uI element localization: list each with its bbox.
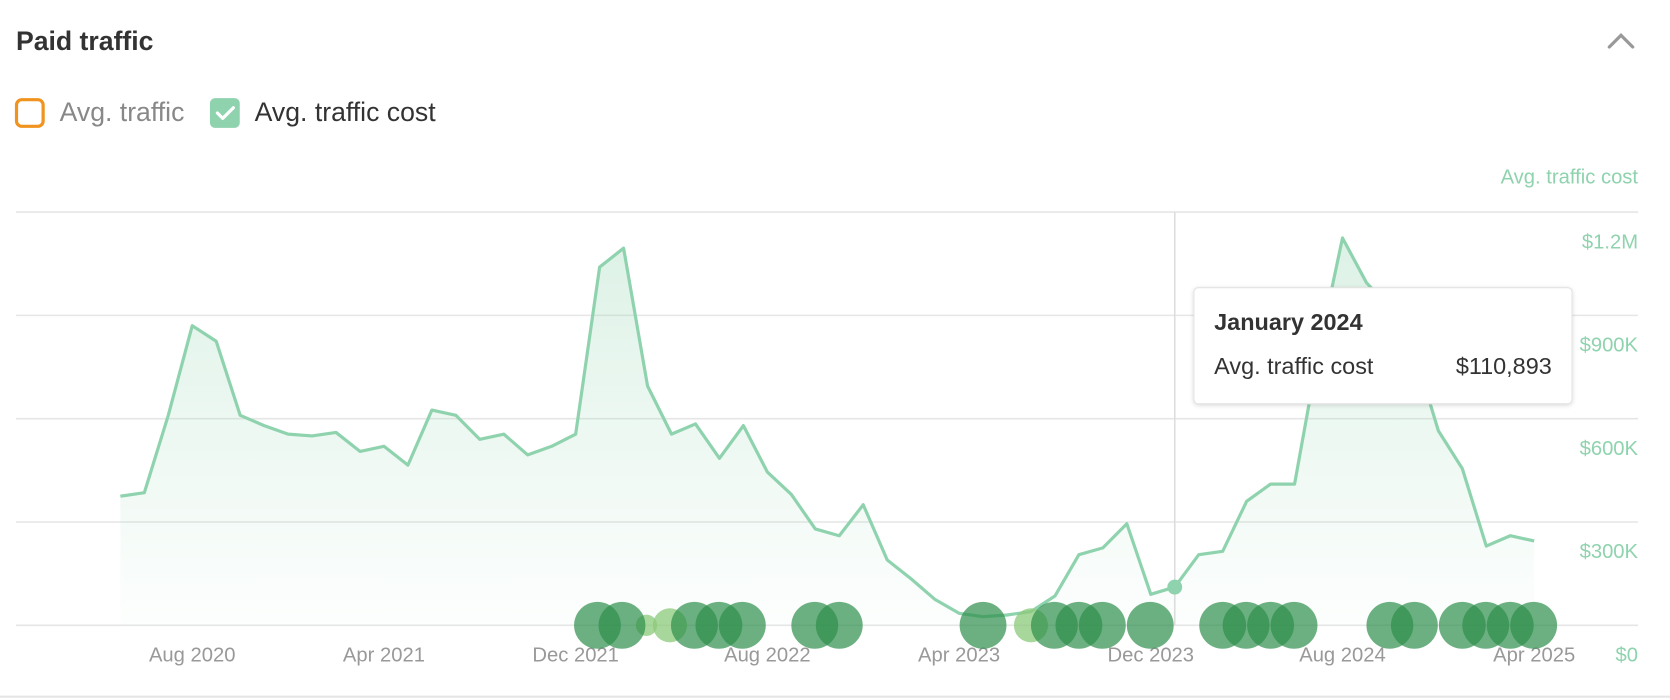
event-marker[interactable]	[1126, 601, 1174, 649]
checkbox[interactable]	[14, 98, 45, 128]
section-title: Paid traffic	[16, 26, 154, 56]
y-tick-label: $1.2M	[1582, 231, 1638, 253]
x-tick-label: Aug 2020	[149, 645, 236, 667]
event-marker[interactable]	[598, 601, 646, 649]
tooltip-value: $110,893	[1456, 353, 1552, 379]
y-tick-label: $900K	[1580, 335, 1639, 357]
checkmark	[215, 106, 235, 120]
y-tick-label: $600K	[1580, 438, 1639, 460]
chart: Avg. traffic cost $0 $300K $600K $900K $1.2M A…	[15, 166, 1639, 667]
x-tick-label: Apr 2023	[918, 645, 1000, 667]
tooltip-label: Avg. traffic cost	[1214, 353, 1374, 379]
legend: Avg. traffic Avg. traffic cost	[14, 97, 437, 128]
event-marker[interactable]	[1270, 601, 1318, 649]
event-marker[interactable]	[1390, 601, 1438, 649]
event-marker[interactable]	[815, 601, 863, 649]
event-marker[interactable]	[718, 601, 766, 649]
area	[120, 237, 1535, 626]
tooltip: January 2024 Avg. traffic cost $110,893	[1193, 287, 1573, 405]
line	[120, 236, 1535, 619]
legend-label: Avg. traffic	[60, 97, 185, 127]
legend-label: Avg. traffic cost	[255, 97, 437, 127]
legend-item[interactable]: Avg. traffic cost	[209, 97, 437, 128]
checkbox[interactable]	[209, 98, 240, 128]
x-tick-label: Dec 2023	[1108, 645, 1195, 667]
y-tick-label: $300K	[1580, 541, 1639, 563]
x-tick-label: Apr 2025	[1493, 645, 1575, 667]
x-tick-label: Aug 2022	[724, 645, 811, 667]
event-marker[interactable]	[1078, 601, 1126, 649]
x-tick-label: Dec 2021	[532, 645, 619, 667]
collapse-toggle[interactable]	[1607, 33, 1635, 49]
x-tick-label: Apr 2021	[343, 645, 425, 667]
y-axis-title: Avg. traffic cost	[1501, 166, 1639, 188]
hover-point	[1167, 579, 1183, 595]
tooltip-box	[1193, 287, 1573, 405]
event-marker[interactable]	[1510, 601, 1558, 649]
legend-item[interactable]: Avg. traffic	[14, 97, 185, 128]
x-tick-label: Aug 2024	[1299, 645, 1386, 667]
event-marker[interactable]	[959, 601, 1007, 649]
tooltip-title: January 2024	[1214, 309, 1362, 335]
y-tick-label: $0	[1616, 645, 1639, 667]
